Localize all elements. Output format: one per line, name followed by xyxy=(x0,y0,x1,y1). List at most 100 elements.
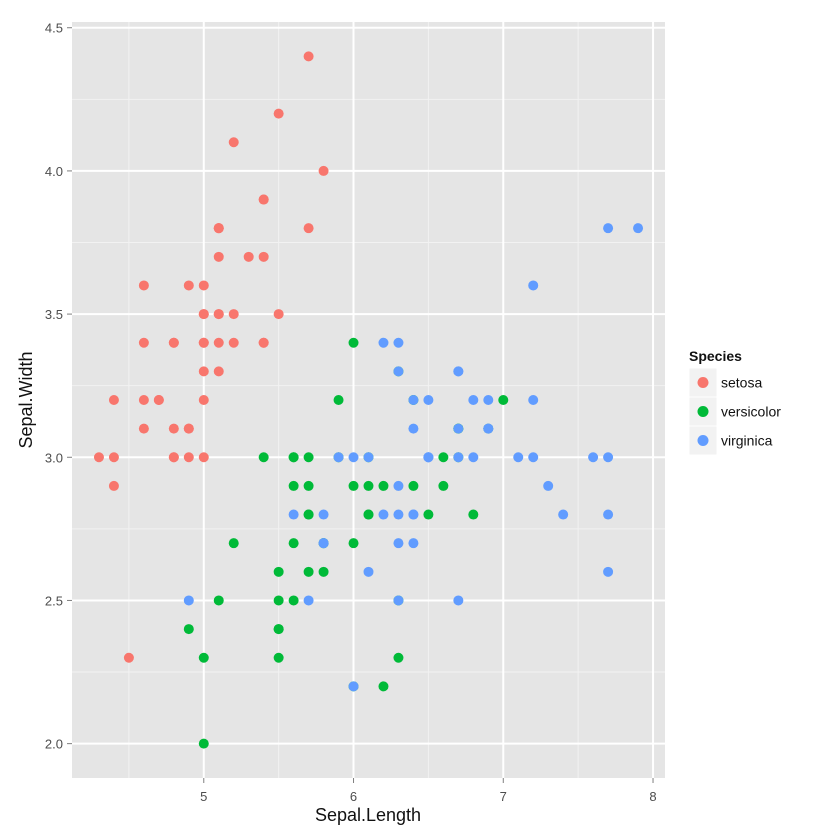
x-axis-ticks: 5 6 7 8 xyxy=(200,778,657,804)
point-setosa xyxy=(243,251,254,262)
point-versicolor xyxy=(303,452,314,463)
point-versicolor xyxy=(303,509,314,520)
point-versicolor xyxy=(393,652,404,663)
point-versicolor xyxy=(408,480,419,491)
legend-items: setosa versicolor virginica xyxy=(688,367,781,456)
point-virginica xyxy=(318,509,329,520)
point-virginica xyxy=(393,337,404,348)
point-virginica xyxy=(423,452,434,463)
point-virginica xyxy=(303,595,314,606)
point-virginica xyxy=(408,395,419,405)
point-virginica xyxy=(423,395,434,405)
point-versicolor xyxy=(423,509,434,520)
legend: Species setosa versicolor virginica xyxy=(688,348,781,456)
point-virginica xyxy=(333,452,344,463)
point-setosa xyxy=(228,137,239,148)
point-virginica xyxy=(393,538,404,549)
point-versicolor xyxy=(303,566,314,577)
point-virginica xyxy=(468,452,479,463)
point-virginica xyxy=(603,566,614,577)
point-versicolor xyxy=(273,624,284,635)
legend-marker-setosa xyxy=(697,377,709,388)
point-setosa xyxy=(138,280,149,291)
point-virginica xyxy=(318,538,329,549)
point-setosa xyxy=(198,337,209,348)
y-axis-title: Sepal.Width xyxy=(16,351,36,448)
point-setosa xyxy=(228,337,239,348)
point-virginica xyxy=(393,480,404,491)
point-virginica xyxy=(528,395,539,405)
plot-panel xyxy=(72,22,665,778)
point-versicolor xyxy=(288,480,299,491)
data-points xyxy=(93,51,644,749)
point-virginica xyxy=(348,681,359,692)
y-tick-label: 2.0 xyxy=(45,737,63,752)
point-versicolor xyxy=(183,624,194,635)
point-setosa xyxy=(183,452,194,463)
point-setosa xyxy=(303,223,314,234)
legend-label-versicolor: versicolor xyxy=(721,404,781,420)
point-setosa xyxy=(168,423,179,434)
x-tick-label: 5 xyxy=(200,789,207,804)
point-virginica xyxy=(633,223,644,234)
point-versicolor xyxy=(348,480,359,491)
point-setosa xyxy=(183,280,194,291)
point-virginica xyxy=(453,595,464,606)
point-virginica xyxy=(483,423,494,434)
point-setosa xyxy=(318,165,329,176)
point-versicolor xyxy=(333,395,344,405)
point-virginica xyxy=(603,223,614,234)
legend-title: Species xyxy=(689,348,742,364)
point-setosa xyxy=(213,309,224,320)
point-virginica xyxy=(363,452,374,463)
point-versicolor xyxy=(213,595,224,606)
point-setosa xyxy=(273,108,284,119)
y-tick-label: 2.5 xyxy=(45,593,63,608)
point-virginica xyxy=(408,509,419,520)
point-virginica xyxy=(603,452,614,463)
point-setosa xyxy=(138,337,149,348)
point-virginica xyxy=(363,566,374,577)
legend-marker-virginica xyxy=(697,435,709,446)
point-versicolor xyxy=(363,509,374,520)
y-tick-label: 4.5 xyxy=(45,21,63,36)
point-versicolor xyxy=(498,395,509,405)
point-virginica xyxy=(453,423,464,434)
x-tick-label: 8 xyxy=(649,789,656,804)
point-versicolor xyxy=(348,337,359,348)
point-setosa xyxy=(198,309,209,320)
point-virginica xyxy=(603,509,614,520)
point-setosa xyxy=(108,395,119,405)
point-versicolor xyxy=(258,452,269,463)
point-virginica xyxy=(453,452,464,463)
point-versicolor xyxy=(438,452,449,463)
point-versicolor xyxy=(228,538,239,549)
x-tick-label: 7 xyxy=(500,789,507,804)
point-setosa xyxy=(93,452,104,463)
point-virginica xyxy=(513,452,524,463)
point-virginica xyxy=(348,452,359,463)
point-virginica xyxy=(483,395,494,405)
point-virginica xyxy=(288,509,299,520)
y-tick-label: 4.0 xyxy=(45,164,63,179)
legend-label-virginica: virginica xyxy=(721,433,773,449)
point-setosa xyxy=(138,423,149,434)
legend-marker-versicolor xyxy=(697,406,709,417)
point-setosa xyxy=(198,366,209,377)
point-setosa xyxy=(168,452,179,463)
point-setosa xyxy=(108,480,119,491)
point-virginica xyxy=(528,452,539,463)
point-setosa xyxy=(123,652,134,663)
point-setosa xyxy=(198,395,209,405)
point-versicolor xyxy=(198,738,209,749)
point-setosa xyxy=(228,309,239,320)
point-setosa xyxy=(183,423,194,434)
point-versicolor xyxy=(198,652,209,663)
point-virginica xyxy=(408,538,419,549)
point-versicolor xyxy=(288,595,299,606)
point-setosa xyxy=(213,251,224,262)
point-virginica xyxy=(543,480,554,491)
point-setosa xyxy=(258,251,269,262)
point-virginica xyxy=(453,366,464,377)
